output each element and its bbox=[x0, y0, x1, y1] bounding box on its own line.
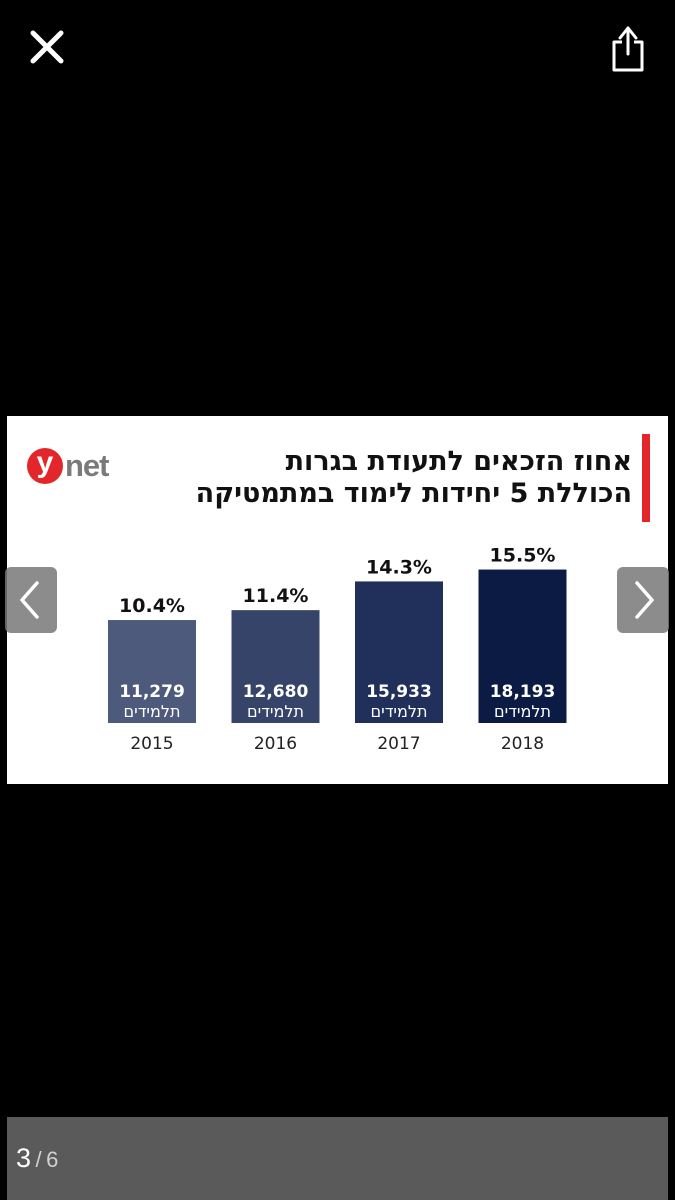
gallery-footer: 3 / 6 bbox=[7, 1117, 668, 1200]
bar-chart: 10.4%11,279תלמידים201511.4%12,680תלמידים… bbox=[108, 545, 567, 754]
x-tick-label: 2015 bbox=[130, 734, 173, 754]
bar-value-label: 14.3% bbox=[366, 556, 432, 578]
share-icon bbox=[612, 26, 644, 72]
next-slide-button[interactable] bbox=[617, 567, 669, 633]
ynet-logo: y net bbox=[27, 446, 109, 486]
x-tick-label: 2018 bbox=[501, 734, 544, 754]
chart-title-line-2: הכוללת 5 יחידות לימוד במתמטיקה bbox=[195, 478, 632, 509]
bar-count-label: 12,680 bbox=[243, 682, 309, 702]
bar-count-unit: תלמידים bbox=[494, 702, 551, 721]
bar-count-label: 18,193 bbox=[490, 682, 556, 702]
bar-count-label: 11,279 bbox=[119, 682, 185, 702]
slide-total: 6 bbox=[46, 1147, 59, 1172]
x-tick-label: 2016 bbox=[254, 734, 297, 754]
x-tick-label: 2017 bbox=[377, 734, 420, 754]
bar-value-label: 10.4% bbox=[119, 595, 185, 617]
logo-letter: y bbox=[27, 448, 63, 484]
bar-2015 bbox=[108, 620, 196, 723]
slide-counter: 3 / 6 bbox=[16, 1143, 58, 1174]
previous-slide-button[interactable] bbox=[5, 567, 57, 633]
bar-count-label: 15,933 bbox=[366, 682, 432, 702]
share-button[interactable] bbox=[606, 22, 650, 74]
bar-count-unit: תלמידים bbox=[371, 702, 428, 721]
bar-2017 bbox=[355, 581, 443, 723]
bar-value-label: 15.5% bbox=[490, 545, 556, 567]
chevron-left-icon bbox=[20, 581, 39, 619]
bar-count-unit: תלמידים bbox=[124, 702, 181, 721]
slide-current: 3 bbox=[16, 1143, 32, 1173]
bar-count-unit: תלמידים bbox=[247, 702, 304, 721]
close-button[interactable] bbox=[24, 24, 70, 70]
title-accent-bar bbox=[642, 434, 650, 522]
logo-text: net bbox=[65, 448, 109, 483]
slide-separator: / bbox=[35, 1147, 42, 1172]
bar-value-label: 11.4% bbox=[243, 585, 309, 607]
chart-title-line-1: אחוז הזכאים לתעודת בגרות bbox=[285, 446, 632, 477]
bar-2018 bbox=[478, 569, 567, 723]
chevron-right-icon bbox=[635, 581, 654, 619]
close-icon bbox=[30, 30, 64, 64]
infographic-image: y net אחוז הזכאים לתעודת בגרות הכוללת 5 … bbox=[7, 416, 668, 784]
chart-title: אחוז הזכאים לתעודת בגרות הכוללת 5 יחידות… bbox=[132, 446, 632, 510]
bar-2016 bbox=[231, 610, 320, 723]
